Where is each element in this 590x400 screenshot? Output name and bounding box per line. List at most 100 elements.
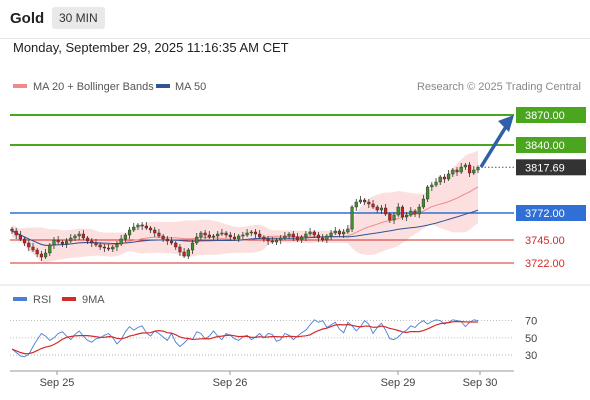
candle-body xyxy=(363,199,367,203)
candle xyxy=(237,234,241,242)
candle xyxy=(291,231,295,241)
candle xyxy=(111,245,115,252)
candle xyxy=(39,251,43,261)
candle-body xyxy=(31,246,35,251)
candle xyxy=(321,234,325,242)
legend-ma50-label: MA 50 xyxy=(175,81,206,93)
candle xyxy=(384,204,388,216)
candle-body xyxy=(350,206,354,230)
candle-body xyxy=(312,231,316,236)
interval-button[interactable]: 30 MIN xyxy=(52,7,105,29)
candle xyxy=(325,234,329,243)
candle-body xyxy=(48,244,52,254)
candle xyxy=(216,231,220,240)
rsi-level-label-30: 30 xyxy=(525,350,537,362)
candle xyxy=(14,228,18,239)
candle-body xyxy=(144,225,148,229)
candle-body xyxy=(337,230,342,235)
candle-body xyxy=(463,164,467,168)
candle xyxy=(367,199,371,208)
candle xyxy=(417,204,421,218)
level-label-3870.00: 3870.00 xyxy=(525,110,565,122)
candle xyxy=(405,212,409,221)
candle xyxy=(333,227,337,235)
source-credit: Research © 2025 Trading Central xyxy=(417,81,581,93)
level-label-3817.69: 3817.69 xyxy=(525,162,565,174)
candle-body xyxy=(304,233,308,238)
level-tag-3772.00 xyxy=(516,205,586,221)
candles xyxy=(10,162,480,261)
candle-body xyxy=(354,201,358,208)
candle xyxy=(308,228,312,236)
candle xyxy=(329,230,333,240)
candle xyxy=(413,209,417,217)
candle-body xyxy=(182,251,186,257)
candle xyxy=(144,222,148,230)
candle-body xyxy=(438,176,442,183)
candle-body xyxy=(400,206,404,218)
rsi-level-label-70: 70 xyxy=(525,316,537,328)
rsi-line xyxy=(11,319,479,358)
candle-body xyxy=(174,242,178,248)
candle xyxy=(56,236,60,244)
candle xyxy=(350,205,354,232)
candle-body xyxy=(384,207,388,215)
candle xyxy=(304,231,308,241)
candle xyxy=(476,165,480,173)
candle xyxy=(241,232,245,240)
candle-body xyxy=(90,240,94,244)
candle-body xyxy=(237,235,241,240)
candle xyxy=(371,200,375,209)
candle-body xyxy=(140,224,144,227)
candle-body xyxy=(14,230,18,236)
candle-body xyxy=(417,206,421,215)
candle xyxy=(115,241,119,251)
candle xyxy=(52,237,56,249)
candle-body xyxy=(426,186,430,200)
candle xyxy=(312,230,316,238)
forecast-arrow-shaft xyxy=(479,124,509,168)
bollinger-band xyxy=(12,150,478,263)
candle xyxy=(48,243,52,256)
candle-body xyxy=(476,167,480,171)
candle-body xyxy=(161,235,165,240)
chart-datetime: Monday, September 29, 2025 11:16:35 AM C… xyxy=(13,40,289,55)
candle-body xyxy=(346,228,350,233)
candle xyxy=(203,230,207,239)
candle-body xyxy=(52,239,56,246)
candle xyxy=(472,166,476,175)
level-label-3722.00: 3722.00 xyxy=(525,258,565,270)
candle-body xyxy=(123,234,127,240)
candle-body xyxy=(249,231,253,234)
candle xyxy=(178,244,182,256)
candle-body xyxy=(119,238,123,245)
candle xyxy=(161,234,165,242)
level-lines xyxy=(10,114,514,264)
candle-body xyxy=(333,230,337,234)
candle-body xyxy=(371,203,375,208)
candle-body xyxy=(102,246,106,249)
instrument-title: Gold xyxy=(10,10,45,27)
candle xyxy=(468,162,472,177)
candle xyxy=(388,212,392,223)
candle xyxy=(77,231,81,240)
candle xyxy=(279,235,283,244)
candle-body xyxy=(77,233,81,237)
level-labels: 3870.00 3840.00 3817.69 3772.00 3745.00 3722.… xyxy=(516,107,586,270)
candle xyxy=(396,203,400,217)
candle-body xyxy=(279,237,283,241)
candle xyxy=(23,237,27,246)
candle-body xyxy=(262,236,266,240)
candle-body xyxy=(165,238,169,242)
candle xyxy=(232,233,237,241)
candle-body xyxy=(451,169,455,175)
candle-body xyxy=(186,249,190,257)
candle xyxy=(153,227,157,237)
candle-body xyxy=(224,232,228,236)
candle xyxy=(220,229,224,236)
candle xyxy=(270,237,274,244)
candle-body xyxy=(178,246,182,253)
candle-body xyxy=(65,240,69,245)
ma50-line xyxy=(11,209,479,246)
x-tick-label: Sep 25 xyxy=(40,377,75,389)
